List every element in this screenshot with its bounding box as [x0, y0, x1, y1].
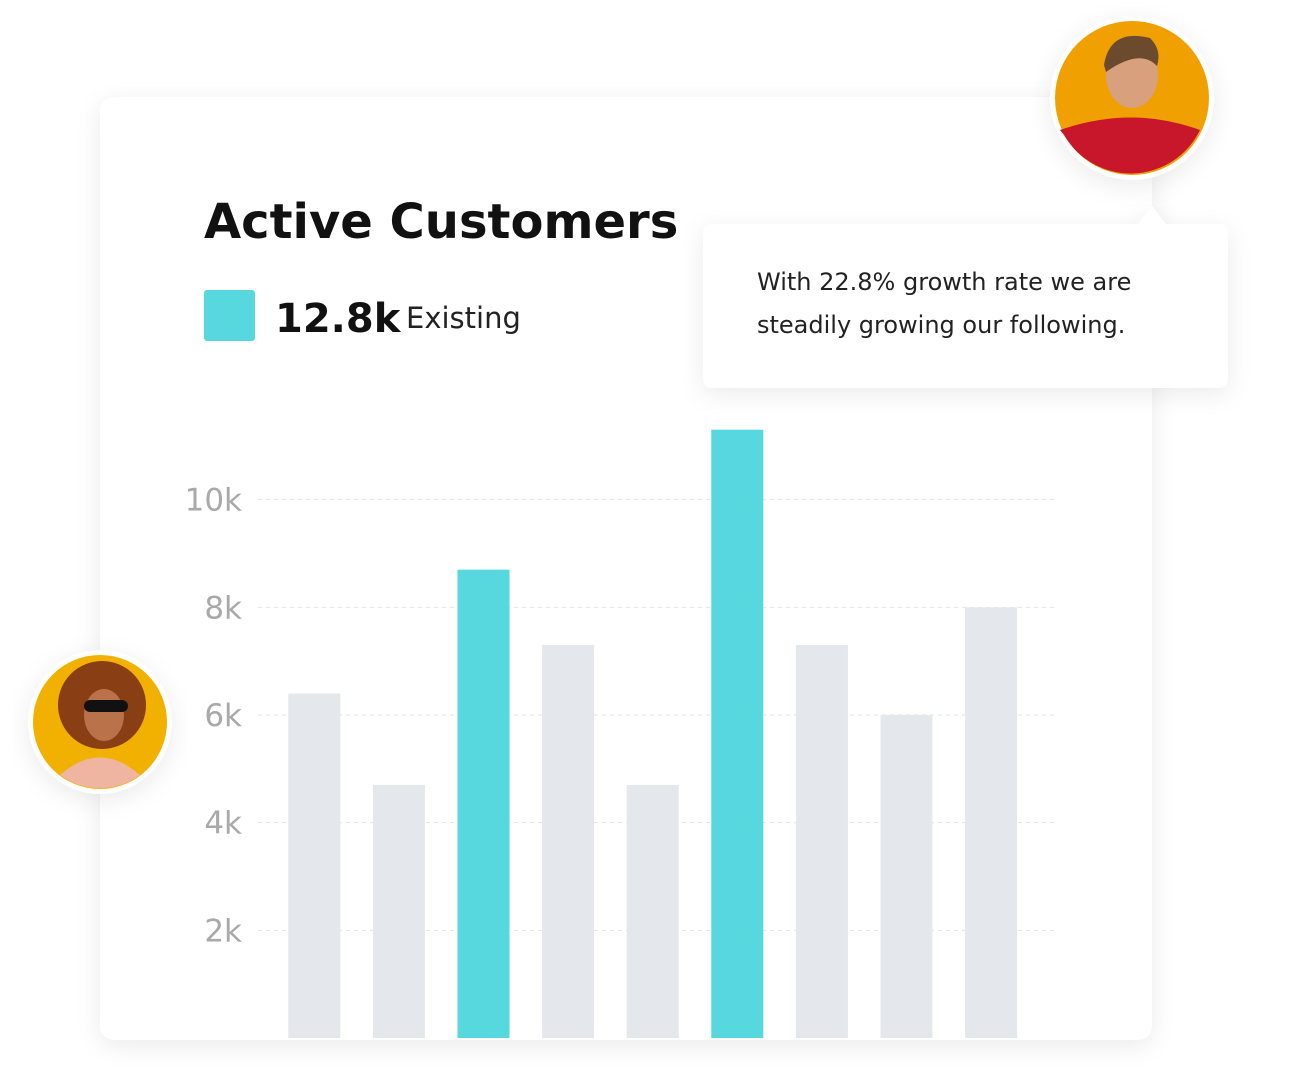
bar: [457, 569, 510, 1038]
bar: [542, 645, 595, 1038]
y-tick-label: 6k: [204, 698, 242, 734]
y-tick-label: 8k: [204, 590, 242, 626]
bar: [795, 645, 848, 1038]
callout-line: With 22.8% growth rate we are: [757, 268, 1131, 296]
bar: [880, 715, 933, 1038]
avatar: [28, 650, 172, 794]
legend-value: 12.8k: [275, 296, 402, 342]
callout-line: steadily growing our following.: [757, 311, 1125, 339]
chart-title: Active Customers: [204, 194, 678, 250]
y-tick-label: 10k: [185, 483, 242, 519]
bar: [288, 693, 341, 1038]
callout: [703, 206, 1228, 388]
bar: [711, 429, 764, 1038]
avatar: [1050, 16, 1214, 180]
legend-label: Existing: [406, 301, 521, 335]
y-tick-label: 2k: [204, 913, 242, 949]
bar: [372, 784, 425, 1038]
plot: 2k 4k 6k 8k 10k: [185, 429, 1055, 1038]
bar: [626, 784, 679, 1038]
legend-swatch: [204, 290, 255, 341]
y-tick-label: 4k: [204, 806, 242, 842]
bar: [965, 607, 1018, 1038]
